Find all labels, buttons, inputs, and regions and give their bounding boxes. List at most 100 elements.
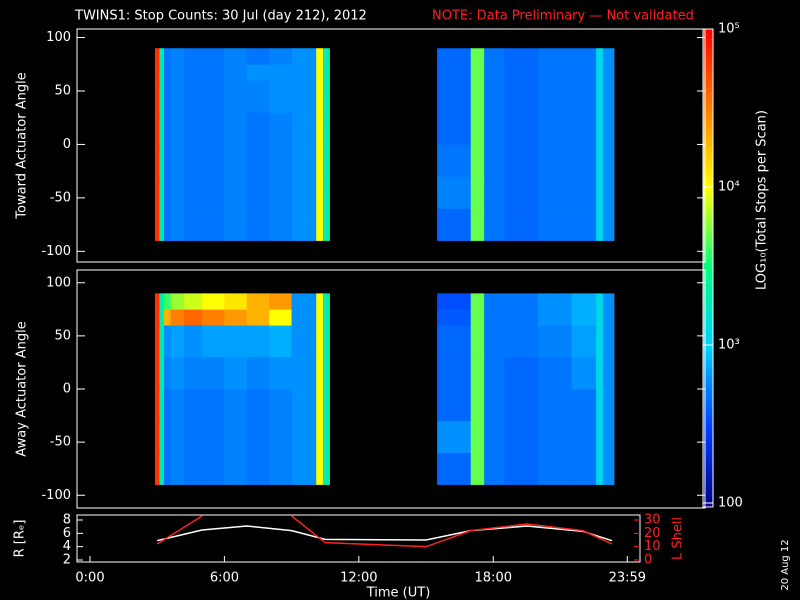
heat-cell xyxy=(322,357,330,390)
heat-cell xyxy=(246,64,270,81)
heat-cell xyxy=(537,309,572,326)
heat-cell xyxy=(163,112,171,145)
y-tick-label: -100 xyxy=(41,488,71,503)
heat-cell xyxy=(291,325,317,358)
heat-cell xyxy=(246,357,270,390)
heat-cell xyxy=(537,48,572,65)
x-tick-label: 6:00 xyxy=(210,571,239,586)
y-tick-label: 100 xyxy=(46,275,71,290)
heat-cell xyxy=(201,420,225,454)
heat-cell xyxy=(316,48,324,65)
heat-cell xyxy=(269,452,292,485)
heat-cell xyxy=(537,325,572,358)
heat-cell xyxy=(184,208,203,241)
heat-cell xyxy=(437,208,472,241)
heat-cell xyxy=(246,420,270,454)
heat-cell xyxy=(224,80,248,113)
heat-cell xyxy=(159,48,165,65)
y-tick-label: 0 xyxy=(63,137,71,152)
heat-cell xyxy=(322,80,330,113)
heat-cell xyxy=(246,48,270,65)
heat-cell xyxy=(437,325,472,358)
heat-cell xyxy=(602,144,615,177)
heat-cell xyxy=(322,144,330,177)
heat-cell xyxy=(170,64,185,81)
heat-cell xyxy=(246,80,270,113)
heat-cell xyxy=(224,420,248,454)
heat-cell xyxy=(170,208,185,241)
heat-cell xyxy=(201,309,225,326)
heat-cell xyxy=(316,208,324,241)
heat-cell xyxy=(163,176,171,209)
heat-cell xyxy=(291,80,317,113)
y-tick-label: 2 xyxy=(63,553,71,568)
heat-cell xyxy=(322,389,330,422)
heat-cell xyxy=(537,389,572,422)
heat-cell xyxy=(504,389,539,422)
heat-cell xyxy=(484,325,505,358)
heat-cell xyxy=(322,309,330,326)
heat-cell xyxy=(184,325,203,358)
heat-cell xyxy=(322,452,330,485)
heat-cell xyxy=(170,325,185,358)
y2-tick-label: 10 xyxy=(644,539,661,554)
heat-cell xyxy=(246,293,270,310)
heat-cell xyxy=(201,80,225,113)
heat-cell xyxy=(484,144,505,177)
heat-cell xyxy=(291,293,317,310)
heat-cell xyxy=(170,357,185,390)
heat-cell xyxy=(484,293,505,310)
heat-cell xyxy=(154,452,160,485)
heat-cell xyxy=(437,452,472,485)
heat-cell xyxy=(159,144,165,177)
heat-cell xyxy=(224,176,248,209)
heat-cell xyxy=(322,112,330,145)
heat-cell xyxy=(484,420,505,454)
heat-cell xyxy=(159,357,165,390)
heat-cell xyxy=(201,144,225,177)
colorbar-tick-label: 100 xyxy=(718,496,743,511)
heat-cell xyxy=(602,325,615,358)
series-line xyxy=(157,525,613,542)
heat-cell xyxy=(246,452,270,485)
heat-cell xyxy=(596,208,604,241)
x-tick-label: 18:00 xyxy=(475,571,512,586)
heat-cell xyxy=(316,80,324,113)
heat-cell xyxy=(470,144,485,177)
heat-cell xyxy=(602,208,615,241)
heat-cell xyxy=(602,64,615,81)
heat-cell xyxy=(291,48,317,65)
heat-cell xyxy=(322,176,330,209)
heat-cell xyxy=(246,176,270,209)
heat-cell xyxy=(163,144,171,177)
heat-cell xyxy=(224,64,248,81)
heat-cell xyxy=(470,357,485,390)
heat-cell xyxy=(470,80,485,113)
heat-cell xyxy=(602,293,615,310)
heat-cell xyxy=(184,452,203,485)
heat-cell xyxy=(571,48,597,65)
heat-cell xyxy=(437,389,472,422)
heat-cell xyxy=(269,357,292,390)
heat-cell xyxy=(201,64,225,81)
heat-cell xyxy=(269,389,292,422)
heat-cell xyxy=(170,389,185,422)
heat-cell xyxy=(159,112,165,145)
heat-cell xyxy=(170,48,185,65)
heat-cell xyxy=(602,48,615,65)
heat-cell xyxy=(537,112,572,145)
heat-cell xyxy=(504,452,539,485)
heat-cell xyxy=(269,112,292,145)
heat-cell xyxy=(537,64,572,81)
heat-cell xyxy=(224,144,248,177)
heat-cell xyxy=(484,112,505,145)
x-tick-label: 23:59 xyxy=(609,571,646,586)
heat-cell xyxy=(537,208,572,241)
heat-cell xyxy=(184,112,203,145)
heat-cell xyxy=(291,144,317,177)
heat-cell xyxy=(504,64,539,81)
heat-cell xyxy=(201,389,225,422)
heat-cell xyxy=(170,80,185,113)
y-tick-label: -100 xyxy=(41,244,71,259)
heat-cell xyxy=(184,64,203,81)
